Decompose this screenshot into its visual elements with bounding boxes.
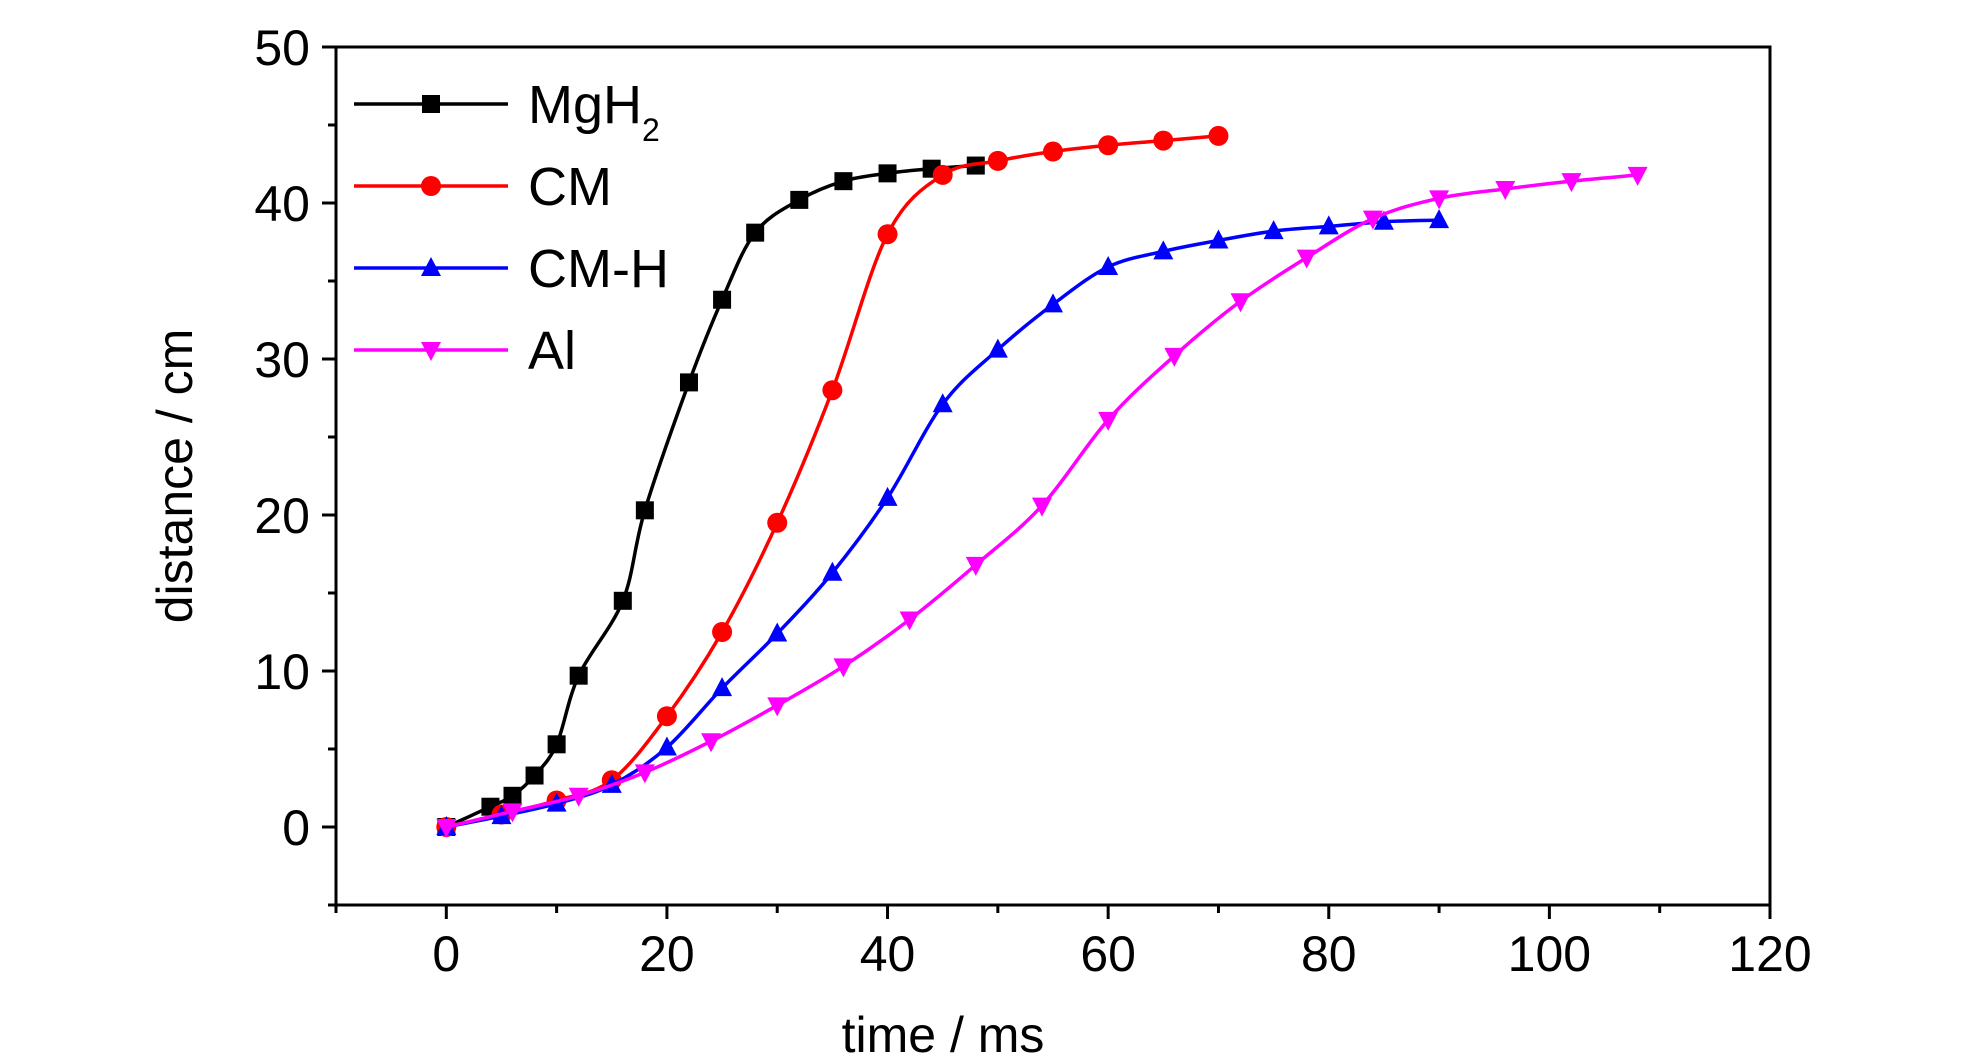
data-point xyxy=(1495,180,1516,200)
y-tick-label: 20 xyxy=(254,488,310,544)
data-point xyxy=(1031,497,1052,517)
data-point xyxy=(822,561,843,581)
legend-marker xyxy=(421,342,441,361)
data-point xyxy=(713,290,732,309)
data-point xyxy=(1373,210,1394,230)
data-point xyxy=(1318,215,1339,235)
data-point xyxy=(1208,125,1229,146)
y-axis-title: distance / cm xyxy=(147,329,203,624)
data-point xyxy=(1098,411,1119,431)
data-point xyxy=(1561,173,1582,193)
data-point xyxy=(834,172,853,191)
data-point xyxy=(547,735,566,754)
series-layer xyxy=(436,125,1648,838)
data-point xyxy=(987,338,1008,358)
legend-label: Al xyxy=(528,321,576,381)
data-point xyxy=(656,736,677,756)
data-point xyxy=(1263,220,1284,240)
x-tick-label: 60 xyxy=(1080,926,1136,982)
data-point xyxy=(932,164,953,185)
data-point xyxy=(1208,229,1229,249)
data-point xyxy=(1429,190,1450,210)
data-point xyxy=(1230,293,1251,313)
data-point xyxy=(656,706,677,727)
data-point xyxy=(1362,210,1383,230)
data-point xyxy=(525,766,544,785)
y-tick-label: 30 xyxy=(254,332,310,388)
axis-ticks xyxy=(322,45,1772,919)
series-line xyxy=(445,218,1440,829)
legend-marker xyxy=(422,95,440,113)
x-tick-label: 120 xyxy=(1728,926,1811,982)
data-point xyxy=(790,190,809,209)
data-point xyxy=(767,512,788,533)
data-point xyxy=(932,393,953,413)
data-point xyxy=(1153,240,1174,260)
data-point xyxy=(822,380,843,401)
axis-tick-labels: 0 20 40 60 80 100 120 0 10 20 30 40 50 xyxy=(254,20,1811,982)
legend-marker xyxy=(421,257,441,276)
legend-marker xyxy=(421,176,441,196)
series-line xyxy=(445,163,976,829)
y-tick-label: 50 xyxy=(254,20,310,76)
data-point xyxy=(899,611,920,631)
y-tick-label: 0 xyxy=(282,800,310,856)
data-point xyxy=(767,697,788,717)
data-point xyxy=(634,764,655,784)
legend-label-subscript: 2 xyxy=(642,112,660,148)
legend-entry: Al xyxy=(354,321,576,381)
data-point xyxy=(436,819,457,838)
x-tick-label: 80 xyxy=(1301,926,1357,982)
data-point xyxy=(877,486,898,506)
legend-label: CM xyxy=(528,157,612,217)
data-point xyxy=(712,677,733,697)
x-tick-label: 40 xyxy=(860,926,916,982)
legend-entry: CM-H xyxy=(354,239,669,299)
data-point xyxy=(1098,135,1119,156)
data-point xyxy=(965,556,986,576)
data-point xyxy=(877,224,898,245)
legend-label: MgH2 xyxy=(528,75,660,148)
data-point xyxy=(1627,166,1648,186)
x-tick-label: 20 xyxy=(639,926,695,982)
y-tick-label: 10 xyxy=(254,644,310,700)
x-axis-title: time / ms xyxy=(842,1007,1045,1062)
data-point xyxy=(1429,209,1450,229)
data-point xyxy=(1296,249,1317,269)
legend-label: CM-H xyxy=(528,239,669,299)
data-point xyxy=(1098,255,1119,275)
data-point xyxy=(568,787,589,807)
data-point xyxy=(712,622,733,642)
series-2 xyxy=(436,209,1450,835)
plot-frame xyxy=(334,45,1772,907)
x-tick-label: 0 xyxy=(432,926,460,982)
data-point xyxy=(569,666,588,685)
series-1 xyxy=(436,125,1229,837)
data-point xyxy=(1164,347,1185,367)
data-point xyxy=(503,786,522,805)
data-point xyxy=(502,803,523,823)
data-point xyxy=(987,150,1008,171)
legend: MgH2 CM CM-H Al xyxy=(354,75,669,381)
data-point xyxy=(746,223,765,242)
data-point xyxy=(1043,141,1063,162)
series-3 xyxy=(436,166,1648,838)
data-point xyxy=(613,591,632,610)
data-point xyxy=(701,733,722,753)
legend-entry: CM xyxy=(354,157,612,217)
data-point xyxy=(679,373,698,392)
data-point xyxy=(635,501,654,520)
data-point xyxy=(1153,130,1174,151)
data-point xyxy=(1043,293,1063,313)
legend-entry: MgH2 xyxy=(354,75,660,148)
x-tick-label: 100 xyxy=(1508,926,1591,982)
data-point xyxy=(833,658,854,678)
y-tick-label: 40 xyxy=(254,176,310,232)
data-point xyxy=(767,622,788,642)
data-point xyxy=(878,164,897,183)
